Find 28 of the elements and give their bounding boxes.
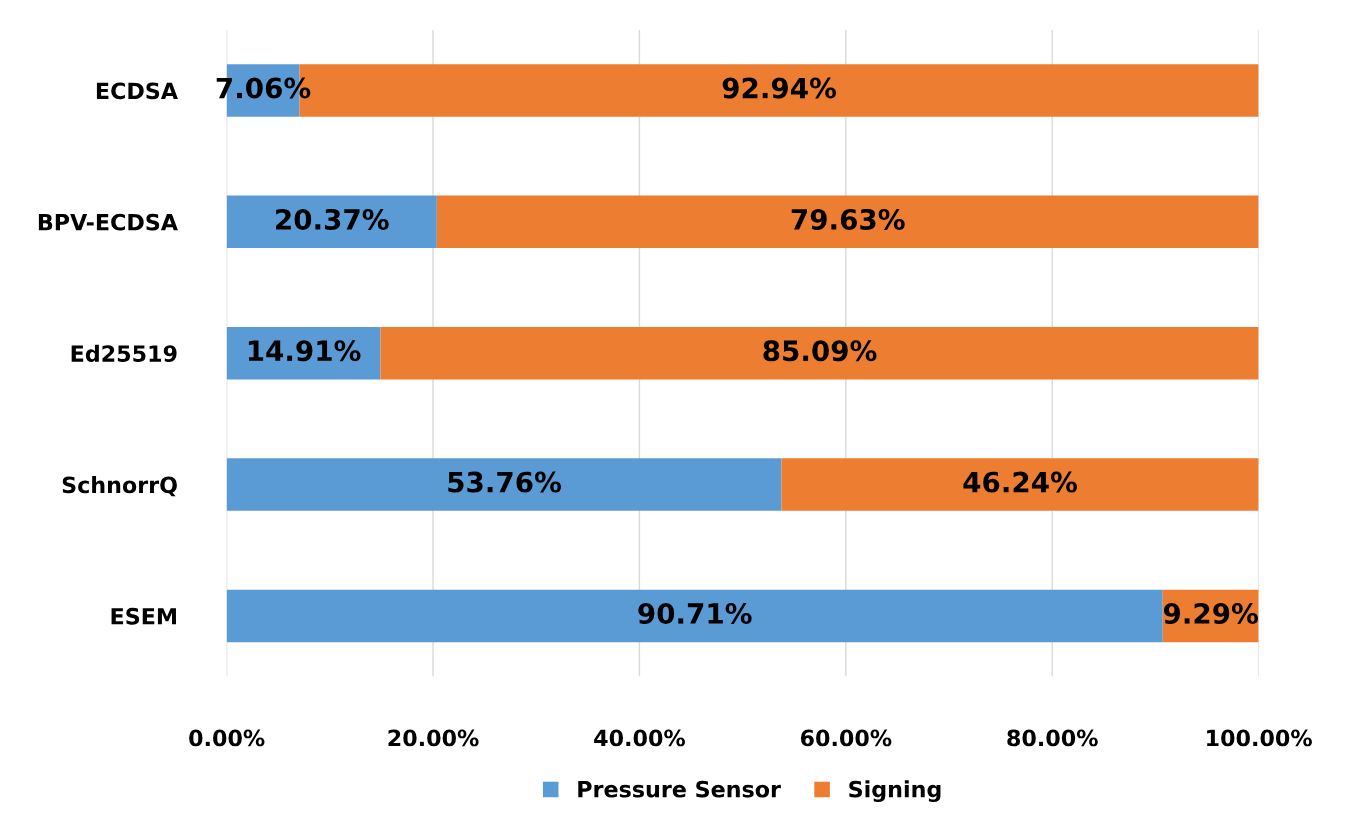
x-tick-label: 40.00% (594, 729, 685, 747)
bar (226, 589, 1163, 643)
y-tick-label: ESEM (111, 607, 176, 625)
x-tick-label: 100.00% (1207, 729, 1312, 747)
data-label: 9.29% (1163, 602, 1258, 624)
legend-label: Signing (849, 780, 941, 803)
data-label: 53.76% (448, 471, 561, 493)
bar (436, 195, 1259, 249)
x-tick-label: 60.00% (800, 729, 892, 747)
x-tick-label: 0.00% (189, 729, 265, 747)
data-label: 20.37% (276, 208, 389, 230)
y-tick-label: SchnorrQ (62, 476, 177, 497)
data-label: 85.09% (763, 340, 877, 362)
bar (226, 195, 437, 249)
y-tick-label: BPV-ECDSA (38, 213, 178, 231)
data-label: 90.71% (638, 602, 752, 624)
x-tick-label: 80.00% (1007, 729, 1098, 747)
y-tick-label: Ed25519 (71, 344, 177, 362)
legend-label: Pressure Sensor (578, 780, 781, 798)
data-label: 92.94% (722, 77, 837, 99)
bar (226, 458, 782, 511)
data-label: 46.24% (963, 471, 1077, 493)
data-label: 79.63% (791, 208, 905, 230)
y-tick-label: ECDSA (96, 82, 178, 100)
bar (781, 458, 1259, 511)
bar (380, 326, 1259, 380)
x-tick-label: 20.00% (388, 729, 479, 747)
data-label: 14.91% (248, 340, 361, 362)
